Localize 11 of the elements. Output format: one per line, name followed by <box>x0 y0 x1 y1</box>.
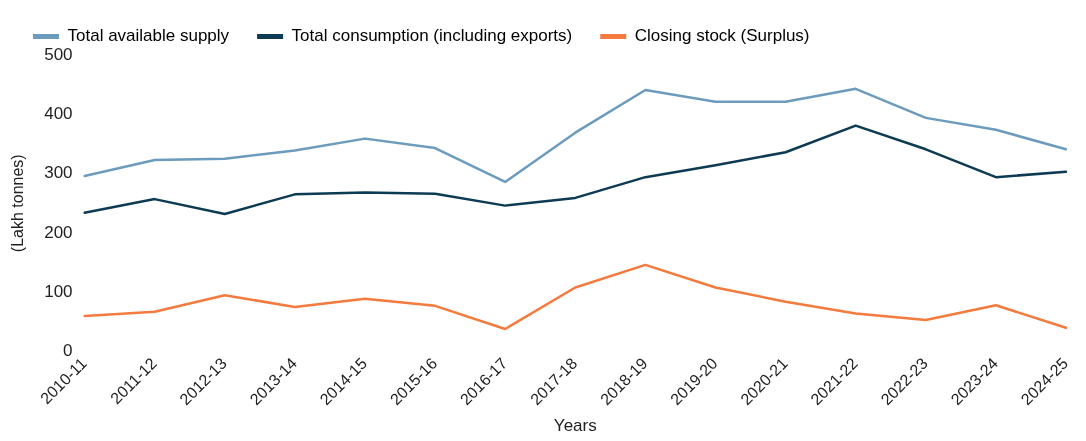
y-axis-title: (Lakh tonnes) <box>9 154 27 253</box>
y-tick-label: 400 <box>44 103 73 123</box>
y-tick-label: 200 <box>44 222 73 242</box>
legend-label: Closing stock (Surplus) <box>634 26 810 46</box>
x-axis-title: Years <box>553 416 597 436</box>
y-tick-label: 0 <box>63 341 73 361</box>
y-tick-label: 500 <box>44 44 73 64</box>
legend-label: Total consumption (including exports) <box>291 26 573 46</box>
legend-label: Total available supply <box>67 26 230 46</box>
y-tick-label: 100 <box>44 281 73 301</box>
y-tick-label: 300 <box>44 163 73 183</box>
